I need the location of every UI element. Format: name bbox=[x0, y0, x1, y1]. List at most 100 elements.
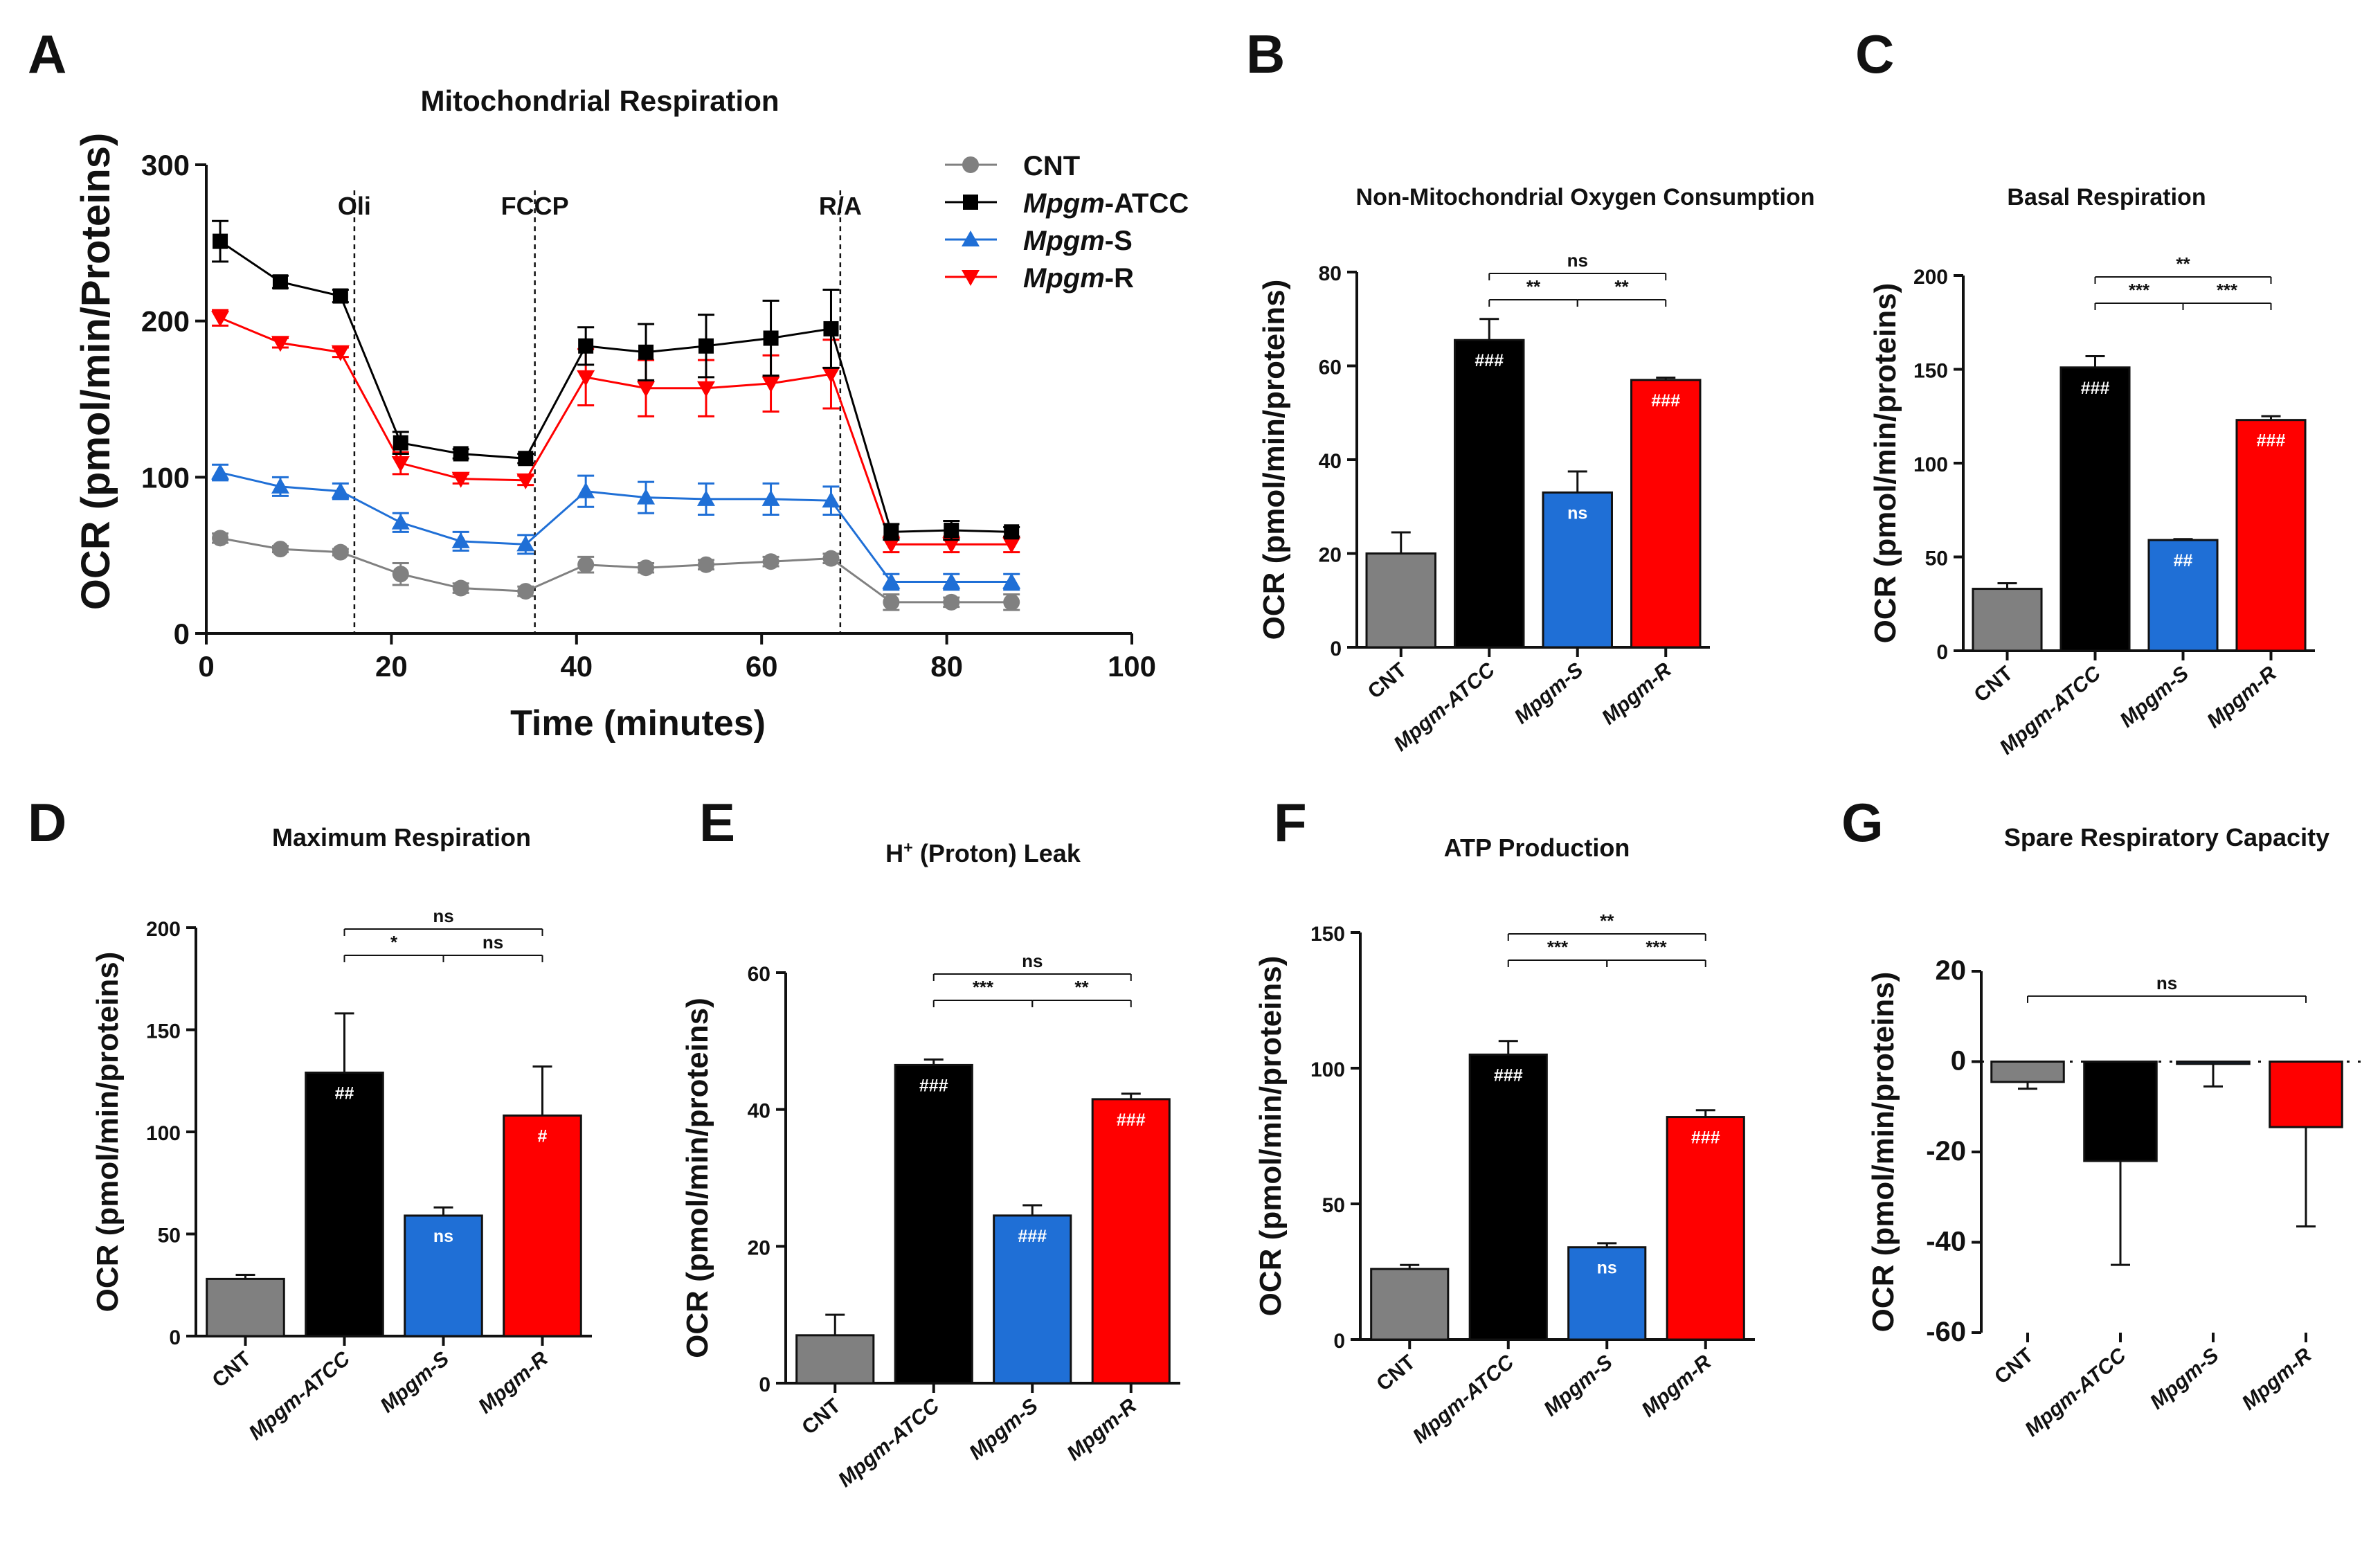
data-point bbox=[517, 583, 534, 600]
significance-label: ns bbox=[2156, 973, 2177, 993]
significance-label: ns bbox=[433, 905, 453, 926]
bar-cnt bbox=[1972, 588, 2043, 652]
bar-annotation: ## bbox=[335, 1083, 354, 1103]
bar-cnt bbox=[1370, 1268, 1450, 1341]
x-tick-label: Mpgm-ATCC bbox=[244, 1346, 355, 1444]
data-point bbox=[213, 233, 228, 249]
y-tick-label: 300 bbox=[141, 149, 190, 181]
legend-marker bbox=[962, 270, 980, 286]
bar-mpgm-atcc bbox=[1468, 1053, 1548, 1341]
x-tick-label: Mpgm-S bbox=[2116, 662, 2193, 732]
x-tick-label: Mpgm-S bbox=[376, 1347, 453, 1417]
bar-annotation: ### bbox=[1018, 1227, 1047, 1246]
legend-marker bbox=[962, 156, 979, 173]
legend-marker bbox=[962, 231, 980, 246]
panel-g: G Spare Respiratory Capacity -60 -40 -20 0 20 O… bbox=[1841, 792, 2363, 1441]
data-point bbox=[272, 274, 288, 290]
data-point bbox=[577, 370, 595, 386]
panel-label-d: D bbox=[28, 792, 66, 853]
bar-mpgm-r bbox=[2269, 1061, 2343, 1128]
y-tick-label: 50 bbox=[158, 1225, 181, 1247]
chart-title-part: H bbox=[885, 839, 903, 867]
data-point bbox=[518, 451, 534, 467]
bar-annotation: ns bbox=[433, 1227, 453, 1246]
x-tick-label: Mpgm-S bbox=[2146, 1344, 2224, 1414]
injection-label: FCCP bbox=[501, 192, 569, 220]
y-tick-label: 150 bbox=[1913, 360, 1948, 383]
bar-mpgm-atcc bbox=[2059, 366, 2131, 652]
x-tick-label: CNT bbox=[208, 1347, 255, 1392]
series-line bbox=[219, 471, 1012, 584]
x-tick-label: CNT bbox=[1990, 1344, 2037, 1389]
significance-label: *** bbox=[2217, 280, 2238, 300]
bar-annotation: ### bbox=[1475, 351, 1504, 370]
bar-annotation: ### bbox=[1494, 1065, 1523, 1085]
data-point bbox=[942, 537, 961, 554]
y-tick-label: 0 bbox=[1330, 638, 1342, 660]
data-point bbox=[211, 311, 230, 327]
data-point bbox=[822, 550, 840, 567]
data-point bbox=[882, 573, 901, 589]
y-tick-label: 100 bbox=[1913, 453, 1948, 476]
y-tick-label: 20 bbox=[748, 1236, 770, 1259]
x-tick-label: 60 bbox=[746, 650, 778, 683]
x-tick-label: 40 bbox=[560, 650, 593, 683]
y-tick-label: 80 bbox=[1319, 262, 1342, 285]
data-point bbox=[942, 573, 961, 589]
y-tick-label: 60 bbox=[748, 963, 770, 986]
chart-title-part: (Proton) Leak bbox=[913, 839, 1081, 867]
data-point bbox=[392, 566, 409, 583]
y-tick-label: 200 bbox=[146, 918, 181, 941]
chart-title: Basal Respiration bbox=[2007, 184, 2206, 210]
data-point bbox=[638, 344, 654, 360]
data-point bbox=[822, 367, 840, 384]
data-point bbox=[883, 524, 899, 540]
bar-annotation: ns bbox=[1567, 503, 1587, 523]
data-point bbox=[516, 473, 535, 489]
bar-cnt bbox=[1365, 552, 1436, 649]
data-point bbox=[453, 446, 469, 462]
x-tick-label: Mpgm-ATCC bbox=[1409, 1350, 1520, 1448]
data-point bbox=[1003, 593, 1020, 611]
significance-label: ** bbox=[1614, 276, 1629, 297]
bar-mpgm-r bbox=[2235, 419, 2307, 652]
x-tick-label: Mpgm-S bbox=[965, 1394, 1043, 1464]
bar-mpgm-r bbox=[1666, 1116, 1745, 1341]
y-axis-label: OCR (pmol/min/proteins) bbox=[1257, 280, 1291, 640]
legend-label: CNT bbox=[1023, 151, 1080, 181]
y-tick-label: 100 bbox=[1310, 1058, 1345, 1081]
y-tick-label: 100 bbox=[141, 461, 190, 494]
series-mpgm-r bbox=[211, 309, 1021, 554]
x-tick-label: CNT bbox=[1970, 662, 2017, 707]
legend-label: Mpgm-S bbox=[1023, 226, 1133, 256]
legend-label-text: -ATCC bbox=[1105, 188, 1189, 219]
legend-marker bbox=[963, 195, 978, 210]
data-point bbox=[763, 330, 779, 346]
panel-label-g: G bbox=[1841, 792, 1884, 853]
data-point bbox=[391, 513, 410, 530]
legend-label-text: CNT bbox=[1023, 151, 1080, 181]
data-point bbox=[637, 381, 656, 397]
significance-label: *** bbox=[1547, 937, 1569, 957]
bar-mpgm-s bbox=[2176, 1061, 2251, 1065]
data-point bbox=[762, 553, 779, 570]
data-point bbox=[761, 489, 780, 506]
data-point bbox=[1002, 573, 1021, 589]
data-point bbox=[577, 556, 595, 573]
data-point bbox=[1004, 524, 1020, 540]
bar-annotation: # bbox=[538, 1126, 548, 1146]
bar-mpgm-atcc bbox=[2083, 1061, 2158, 1162]
legend-label-italic: Mpgm bbox=[1023, 226, 1105, 256]
data-point bbox=[637, 488, 656, 505]
data-point bbox=[823, 321, 839, 336]
bar-annotation: ### bbox=[1691, 1128, 1720, 1148]
bar-mpgm-r bbox=[503, 1114, 582, 1337]
x-tick-label: Mpgm-ATCC bbox=[834, 1394, 945, 1491]
significance-label: ** bbox=[1074, 977, 1089, 998]
x-tick-label: Mpgm-R bbox=[1598, 658, 1676, 730]
data-point bbox=[331, 482, 350, 498]
data-point bbox=[516, 535, 535, 552]
y-tick-label: 0 bbox=[1951, 1046, 1966, 1076]
panel-a: A Mitochondrial Respiration 0 100 200 300 0 20 4… bbox=[28, 24, 1189, 744]
